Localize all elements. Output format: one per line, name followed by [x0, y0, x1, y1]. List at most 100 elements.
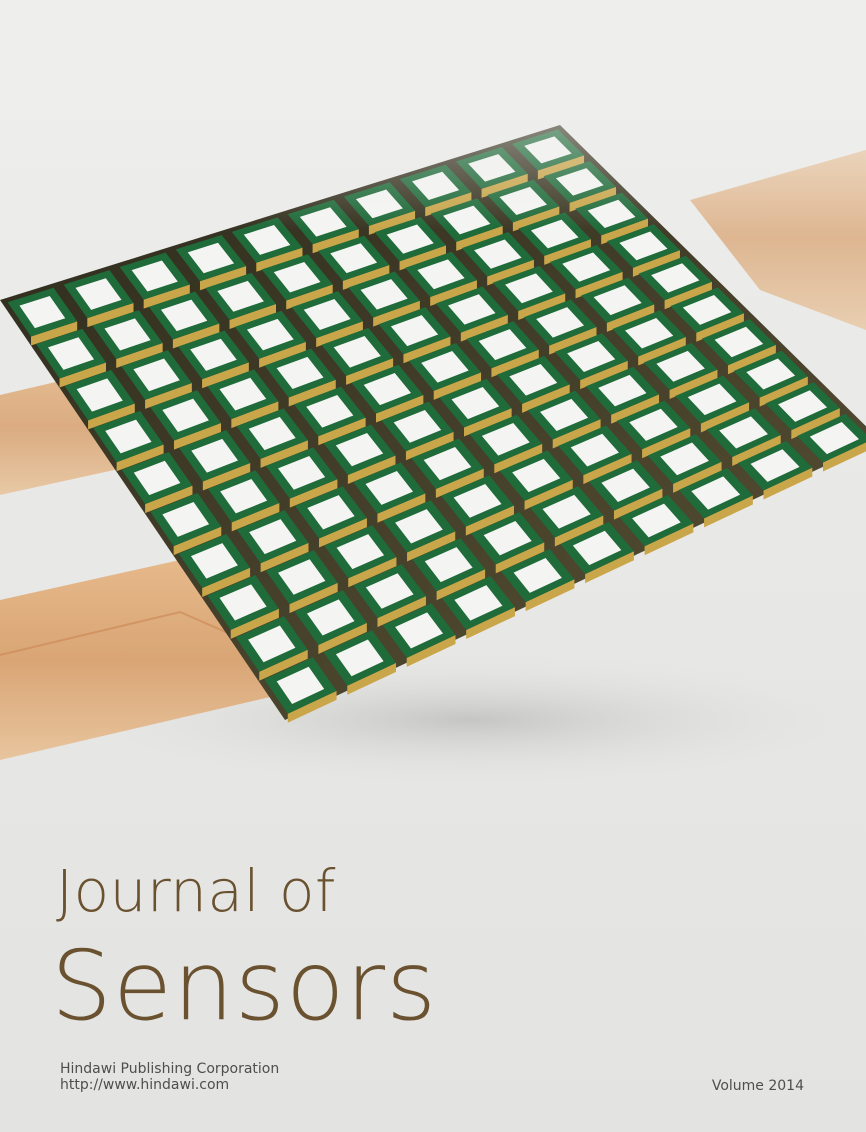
- chip-solder-side: [522, 384, 570, 413]
- chip-top: [598, 374, 647, 407]
- chip-solder-side: [700, 402, 750, 433]
- chip-top: [483, 520, 532, 556]
- chip-top: [536, 307, 585, 338]
- chip-top: [778, 390, 828, 422]
- chip-top: [219, 377, 267, 411]
- chip-top: [509, 364, 558, 396]
- chip-top: [133, 460, 181, 496]
- chip-solder-side: [464, 408, 512, 437]
- chip-solder-side: [143, 284, 190, 309]
- chip-solder-side: [145, 382, 192, 409]
- chip-top: [335, 432, 384, 467]
- chip-top: [336, 534, 385, 570]
- chip-solder-side: [342, 264, 390, 290]
- chip-top: [248, 416, 296, 451]
- chip-solder-side: [399, 245, 447, 271]
- chip-solder-side: [116, 342, 163, 368]
- chip-solder-side: [173, 526, 222, 556]
- chip-top: [330, 243, 378, 274]
- chip-top: [278, 455, 326, 490]
- chip-top: [187, 242, 235, 274]
- chip-solder-side: [348, 557, 397, 588]
- chip-top: [651, 263, 700, 293]
- chip-top: [190, 338, 237, 371]
- chip-solder-side: [318, 622, 367, 654]
- chip-top: [276, 356, 324, 390]
- chip-top: [629, 408, 678, 441]
- chip-top: [656, 350, 705, 382]
- chip-top: [76, 378, 123, 412]
- chip-solder-side: [704, 495, 753, 528]
- chip-top: [572, 530, 622, 566]
- chip-solder-side: [318, 417, 366, 446]
- chip-solder-side: [172, 323, 220, 349]
- chip-solder-side: [202, 462, 251, 491]
- chip-solder-side: [231, 401, 279, 429]
- journal-title: Sensors: [51, 930, 438, 1042]
- chip-solder-side: [518, 293, 566, 321]
- chip-solder-side: [347, 455, 396, 484]
- chip-solder-side: [494, 443, 543, 474]
- chip-solder-side: [487, 259, 534, 286]
- chip-top: [249, 519, 297, 555]
- chip-solder-side: [436, 569, 486, 601]
- chip-top: [390, 315, 439, 347]
- chip-solder-side: [552, 419, 601, 449]
- chip-top: [133, 358, 180, 392]
- chip-top: [453, 483, 502, 518]
- chip-top: [513, 557, 562, 593]
- chip-top: [447, 294, 496, 325]
- chip-solder-side: [669, 369, 718, 399]
- chip-solder-side: [377, 493, 426, 523]
- chip-solder-side: [202, 362, 249, 389]
- chip-top: [360, 279, 408, 310]
- chip-top: [303, 299, 351, 331]
- chip-solder-side: [145, 485, 193, 514]
- chip-solder-side: [544, 239, 591, 265]
- chip-top: [276, 666, 325, 704]
- chip-solder-side: [575, 271, 623, 299]
- chip-solder-side: [405, 431, 454, 461]
- chip-top: [809, 421, 859, 455]
- chip-solder-side: [465, 505, 514, 536]
- chip-solder-side: [460, 314, 508, 342]
- chip-top: [593, 285, 642, 316]
- chip-solder-side: [88, 403, 135, 430]
- chip-solder-side: [456, 225, 503, 251]
- chip-top: [562, 252, 611, 282]
- chip-top: [386, 224, 434, 254]
- chip-solder-side: [632, 250, 680, 277]
- chip-top: [162, 501, 210, 537]
- chip-solder-side: [611, 394, 660, 424]
- chip-top: [567, 341, 616, 373]
- chip-solder-side: [373, 300, 420, 327]
- chip-solder-side: [260, 440, 308, 468]
- chip-solder-side: [823, 442, 866, 472]
- chip-solder-side: [613, 488, 663, 520]
- volume-label: Volume 2014: [711, 1078, 804, 1094]
- chip-top: [750, 449, 800, 482]
- chip-solder-side: [491, 349, 539, 378]
- chip-solder-side: [377, 596, 426, 628]
- chip-solder-side: [31, 321, 78, 346]
- publisher-name: Hindawi Publishing Corporation: [60, 1061, 280, 1077]
- chip-solder-side: [346, 358, 394, 385]
- chip-solder-side: [638, 337, 686, 366]
- chip-top: [307, 495, 355, 530]
- chip-top: [48, 337, 95, 370]
- chip-solder-side: [433, 372, 482, 400]
- chip-top: [363, 372, 412, 406]
- chip-top: [162, 398, 209, 432]
- chip-top: [421, 351, 469, 383]
- chip-solder-side: [376, 394, 424, 423]
- chip-solder-side: [260, 542, 309, 573]
- chip-solder-side: [759, 376, 808, 407]
- chip-solder-side: [288, 379, 336, 407]
- chip-top: [601, 468, 650, 502]
- chip-top: [75, 278, 122, 310]
- chip-solder-side: [466, 607, 515, 639]
- chip-solder-side: [673, 461, 722, 493]
- chip-top: [505, 273, 553, 304]
